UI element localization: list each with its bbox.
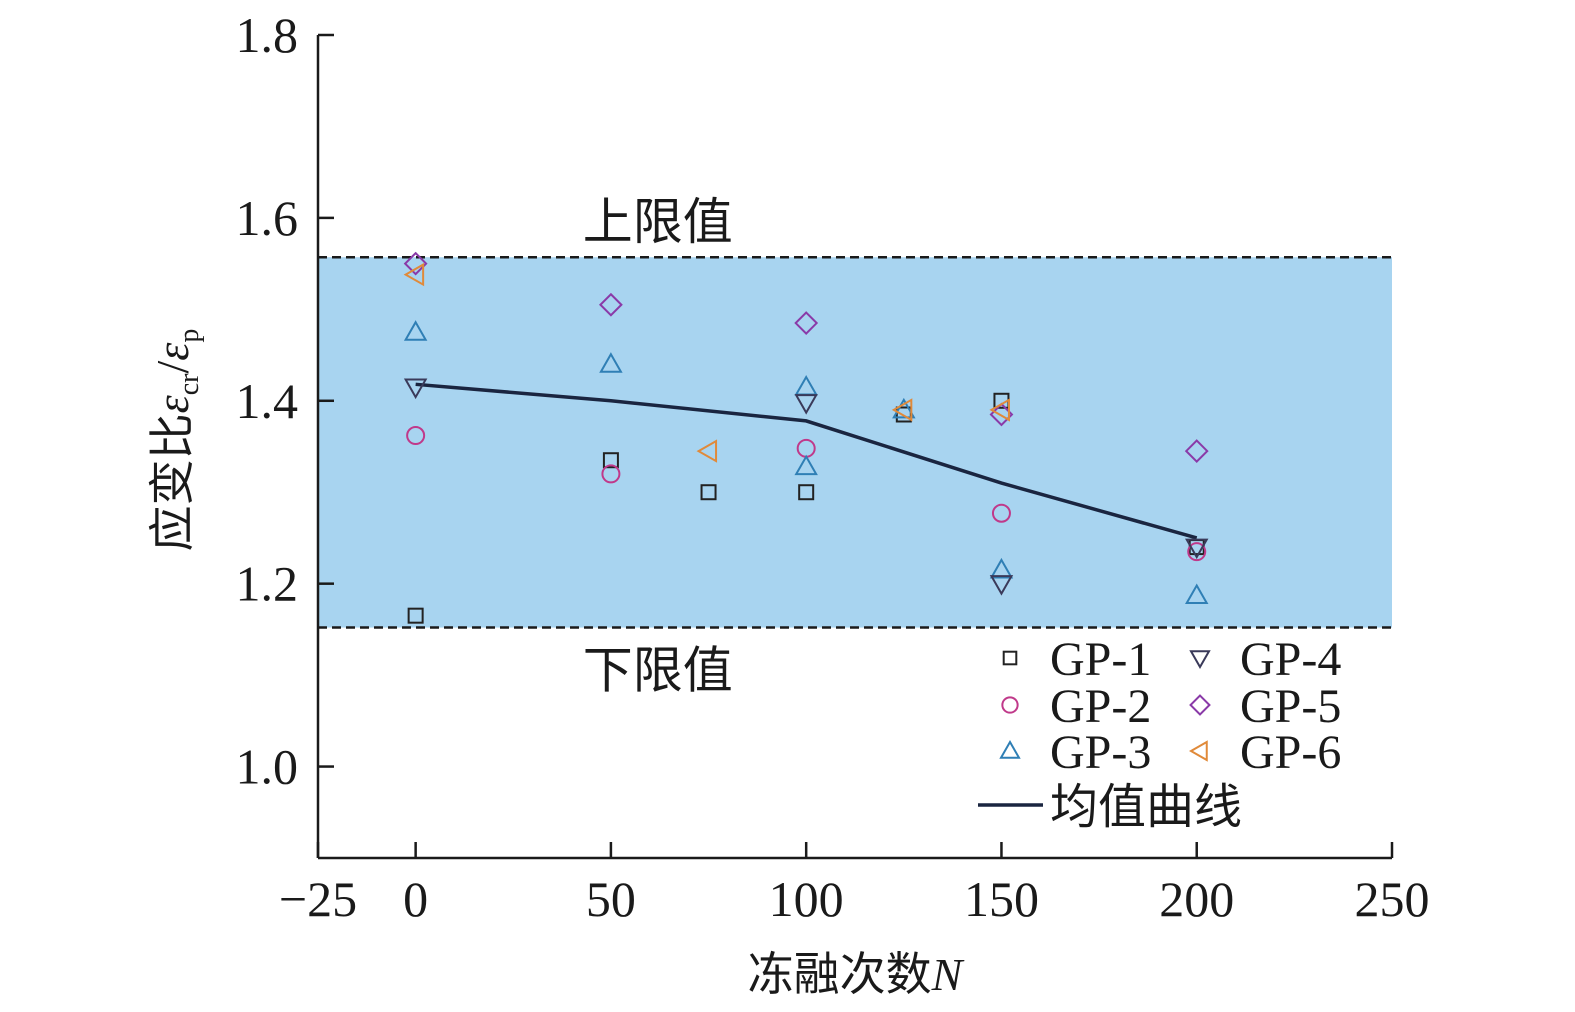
y-tick-label: 1.8	[236, 7, 299, 63]
data-point	[794, 394, 818, 415]
data-point	[403, 378, 428, 400]
y-axis-slash: /	[147, 361, 198, 374]
x-tick-label: 200	[1159, 871, 1234, 927]
data-point	[1184, 439, 1209, 463]
y-axis-denominator-sub: p	[174, 329, 205, 343]
bound-band-fill	[318, 257, 1392, 628]
x-tick-label: 250	[1355, 871, 1430, 927]
data-point	[598, 292, 623, 317]
y-axis-numerator-sub: cr	[174, 373, 205, 395]
x-tick-label: −25	[279, 871, 357, 927]
data-point	[602, 452, 619, 469]
data-point	[403, 262, 425, 287]
data-point	[991, 503, 1011, 523]
y-tick-label: 1.4	[236, 373, 299, 429]
data-point	[601, 464, 621, 484]
data-point	[794, 311, 819, 335]
axes: 1.0 1.2 1.4 1.6 1.8 −25 0 50 100 150 200 250	[236, 7, 1430, 927]
svg-text:应变比εcr/εp: 应变比εcr/εp	[147, 329, 205, 552]
x-tick-label: 100	[769, 871, 844, 927]
legend-label: GP-5	[1240, 680, 1341, 733]
data-point	[700, 484, 717, 501]
data-point	[989, 557, 1014, 579]
data-points	[403, 251, 1209, 624]
data-point	[1185, 583, 1209, 605]
legend-label: GP-3	[1050, 726, 1151, 779]
lower-limit-label: 下限值	[583, 643, 733, 699]
data-point	[407, 607, 424, 624]
legend-marker	[1189, 694, 1211, 716]
legend-marker	[1002, 650, 1018, 666]
y-axis-numerator: ε	[147, 394, 198, 413]
legend-label: GP-2	[1050, 680, 1151, 733]
legend-label: GP-1	[1050, 633, 1151, 686]
mean-curve-line	[415, 382, 1198, 540]
x-axis-title: 冻融次数N	[748, 949, 965, 1000]
legend-marker	[1001, 696, 1019, 714]
bound-labels: 上限值 下限值	[583, 194, 733, 698]
mean-curve	[415, 382, 1198, 540]
bound-band	[318, 255, 1392, 629]
data-point	[1185, 538, 1209, 560]
upper-limit-label: 上限值	[583, 194, 733, 250]
x-axis-label: 冻融次数	[748, 949, 932, 1000]
data-point	[891, 398, 913, 422]
data-point	[696, 439, 718, 463]
legend-label: GP-6	[1240, 726, 1341, 779]
legend-marker	[1188, 740, 1208, 762]
data-point	[403, 320, 428, 341]
data-point	[1187, 542, 1207, 562]
legend-marker	[999, 739, 1021, 759]
y-tick-label: 1.2	[236, 556, 299, 612]
legend-marker	[1189, 650, 1211, 670]
data-point	[798, 484, 815, 501]
y-tick-label: 1.6	[236, 190, 299, 246]
data-point	[989, 398, 1010, 422]
x-axis-variable: N	[931, 949, 965, 1000]
data-point	[794, 454, 818, 476]
x-tick-label: 0	[403, 871, 428, 927]
legend-label: GP-4	[1240, 633, 1341, 686]
data-point	[406, 426, 426, 446]
data-point	[989, 575, 1014, 596]
x-tick-label: 150	[964, 871, 1039, 927]
y-tick-label: 1.0	[236, 739, 299, 795]
data-point	[599, 352, 623, 373]
data-point	[892, 397, 916, 419]
x-tick-label: 50	[586, 871, 636, 927]
legend-mean-label: 均值曲线	[1050, 781, 1242, 834]
y-axis-label: 应变比	[147, 413, 198, 551]
svg-text:冻融次数N: 冻融次数N	[748, 949, 965, 1000]
y-axis-denominator: ε	[147, 342, 198, 361]
data-point	[403, 251, 428, 276]
y-axis-title: 应变比εcr/εp	[147, 329, 205, 552]
